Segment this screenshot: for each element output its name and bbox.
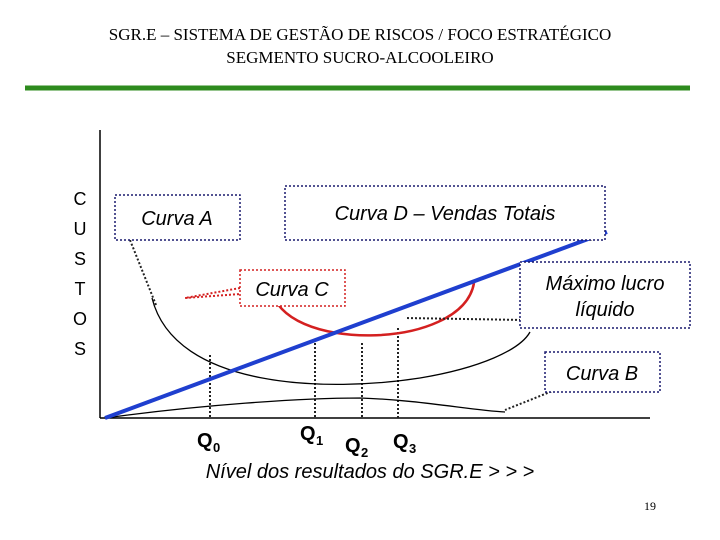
y-axis-letter: S (74, 339, 86, 359)
curve-a (104, 397, 506, 419)
y-axis-letter: S (74, 249, 86, 269)
connector (404, 317, 526, 321)
q-markers: Q 0Q 1 Q 2 Q 3 (197, 423, 416, 460)
label-box (544, 351, 661, 393)
label-box (519, 261, 691, 329)
x-axis-label: Nível dos resultados do SGR.E > > > (206, 461, 535, 483)
q-subscript: 0 (213, 440, 220, 455)
label-box (239, 269, 346, 307)
page-number: 19 (644, 499, 656, 513)
curve-label: Curva C (255, 279, 329, 301)
curve-label: Máximo lucro (546, 273, 665, 295)
y-axis-letter: T (75, 279, 86, 299)
curve-label: Curva D – Vendas Totais (335, 203, 556, 225)
curve-label: Curva B (566, 363, 638, 385)
title-line: SEGMENTO SUCRO-ALCOOLEIRO (226, 48, 493, 67)
curve-b (151, 297, 531, 386)
q-letter: Q (197, 430, 213, 452)
q-letter: Q (393, 431, 409, 453)
curve-c (270, 282, 476, 337)
connector (129, 239, 157, 306)
q-subscript: 3 (409, 441, 416, 456)
q-letter: Q (345, 435, 361, 457)
curve-label: Curva A (141, 208, 213, 230)
title-line: SGR.E – SISTEMA DE GESTÃO DE RISCOS / FO… (109, 25, 612, 44)
q-subscript: 1 (316, 433, 323, 448)
q-letter: Q (300, 423, 316, 445)
q-subscript: 2 (361, 445, 368, 460)
y-axis-letter: U (74, 219, 87, 239)
y-axis-letter: O (73, 309, 87, 329)
y-axis-letter: C (74, 189, 87, 209)
connector (504, 389, 556, 411)
label-box (114, 194, 241, 241)
label-box (284, 185, 606, 241)
curve-label: líquido (576, 299, 635, 321)
